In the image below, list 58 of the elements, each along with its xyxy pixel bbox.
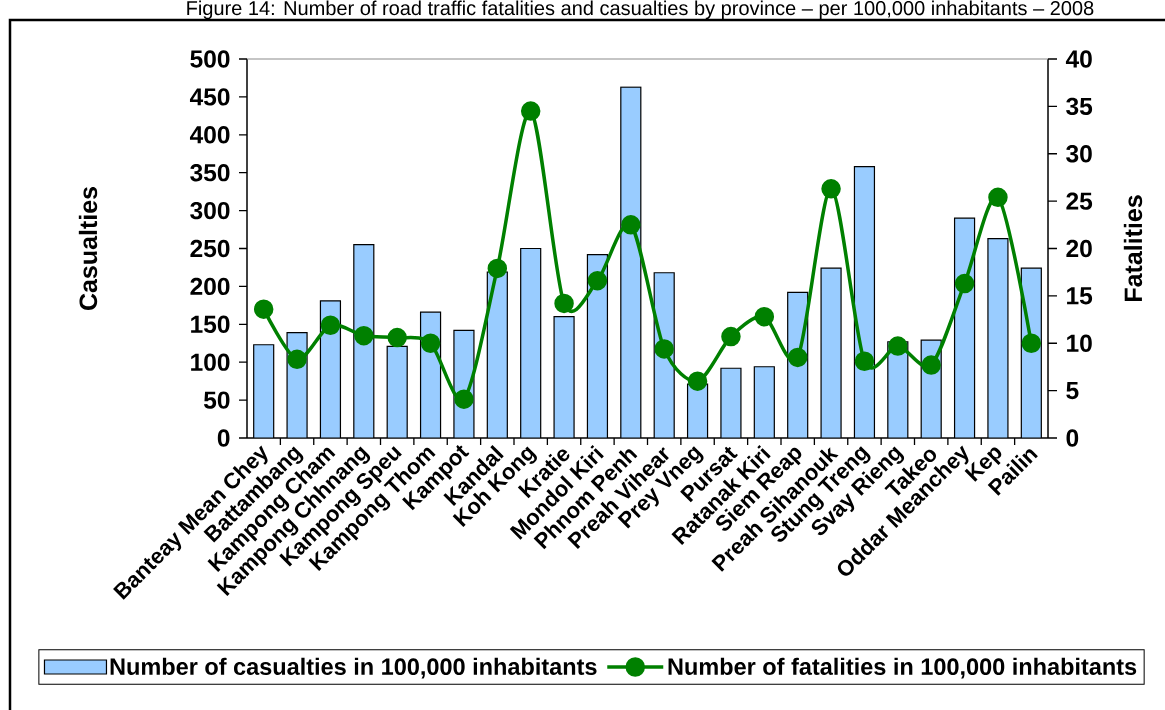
point: [888, 336, 908, 356]
y-tick-label: 100: [191, 353, 230, 371]
y2-tick-label: 15: [1067, 287, 1093, 305]
point: [487, 258, 508, 279]
y-tick-label: 250: [190, 239, 230, 258]
y2-axis-title: Fatalities: [1123, 195, 1143, 302]
y-tick-label: 150: [191, 315, 230, 333]
point: [787, 347, 808, 368]
y2-tick-label: 10: [1067, 334, 1092, 352]
point: [821, 179, 841, 199]
point: [921, 355, 941, 375]
y2-tick-label: 25: [1066, 192, 1093, 210]
y2-tick-label: 5: [1066, 382, 1079, 400]
y-tick-label: 50: [203, 391, 230, 409]
bar: [253, 344, 275, 438]
y2-tick-label: 0: [1066, 429, 1079, 447]
legend-label: Number of fatalities in 100,000 inhabitants: [668, 657, 1137, 679]
bar: [386, 345, 408, 438]
point: [1021, 333, 1042, 353]
bar: [520, 247, 542, 438]
point: [387, 327, 407, 348]
point: [520, 101, 541, 121]
bar: [953, 217, 976, 438]
chart-title: Figure 14: Number of road traffic fatalities and casualties by province – per 100,000 inhabitants – 2008: [187, 0, 1094, 20]
point: [988, 187, 1008, 208]
y-axis-title: Casualties: [78, 187, 98, 311]
bar: [353, 244, 375, 438]
point: [420, 333, 441, 353]
point: [554, 293, 574, 314]
point: [253, 299, 274, 319]
point: [654, 339, 674, 359]
bar: [753, 366, 775, 438]
point: [320, 315, 341, 335]
y-tick-label: 400: [189, 126, 230, 144]
point: [454, 389, 474, 409]
point: [754, 306, 775, 327]
point: [587, 270, 608, 291]
bar: [620, 86, 642, 438]
point: [954, 273, 975, 294]
y2-tick-label: 20: [1066, 239, 1092, 258]
bar: [853, 166, 876, 438]
y-tick-label: 0: [217, 429, 230, 447]
y-tick-label: 450: [189, 88, 230, 106]
bar: [586, 253, 609, 438]
point: [621, 215, 641, 235]
y2-tick-label: 35: [1066, 97, 1093, 116]
y-tick-label: 350: [190, 164, 230, 182]
point: [854, 351, 875, 371]
y-tick-label: 300: [190, 201, 230, 220]
point: [687, 371, 708, 391]
legend-label: Number of casualties in 100,000 inhabitants: [110, 657, 597, 679]
point: [721, 326, 741, 347]
point: [287, 349, 307, 370]
y-tick-label: 500: [190, 50, 230, 68]
point: [354, 325, 374, 346]
y-tick-label: 200: [190, 277, 230, 296]
y2-tick-label: 30: [1066, 145, 1092, 163]
y2-tick-label: 40: [1065, 50, 1092, 68]
